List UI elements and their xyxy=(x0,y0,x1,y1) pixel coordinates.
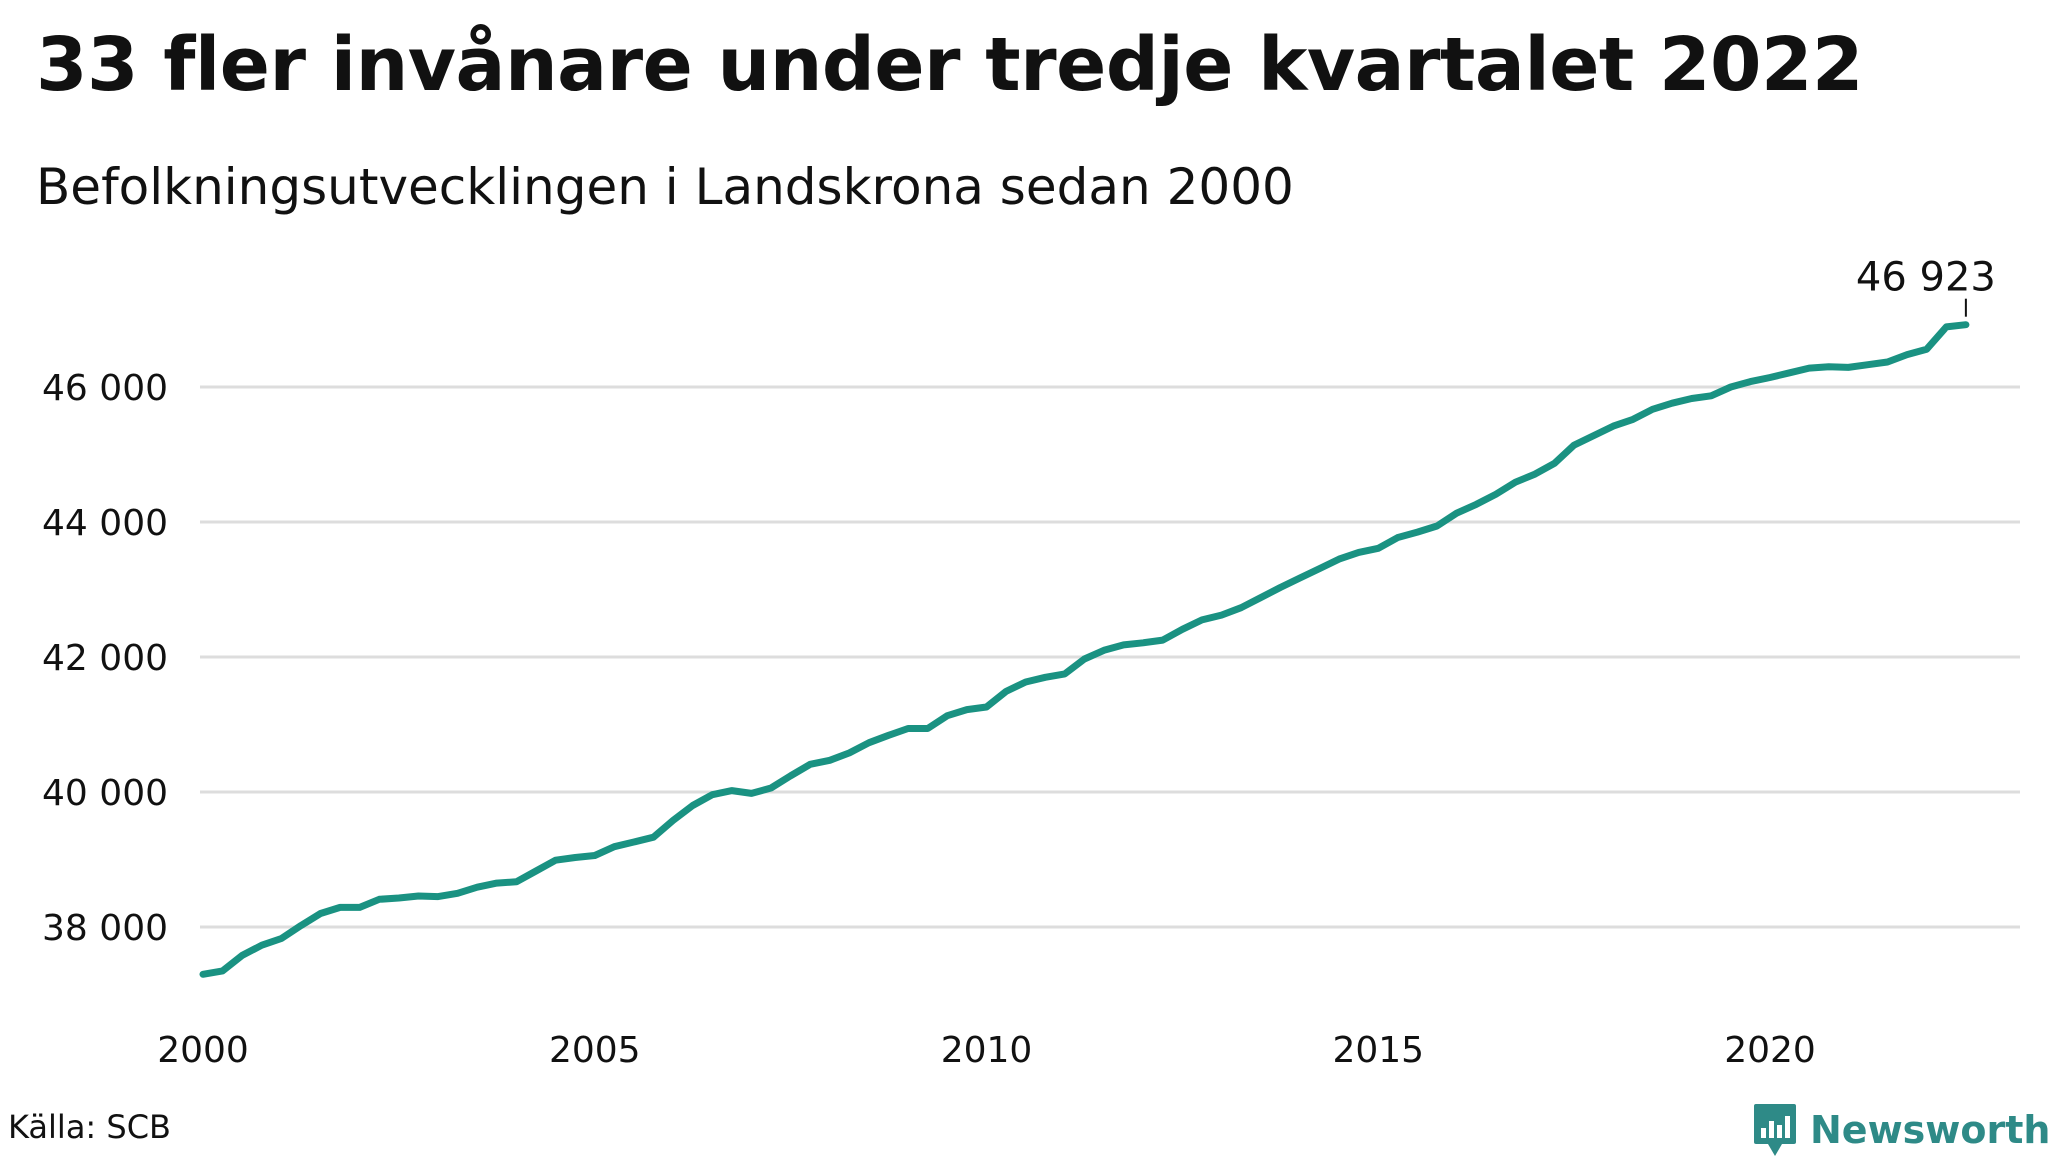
gridlines xyxy=(200,385,2020,929)
x-tick-label: 2015 xyxy=(1332,1030,1424,1071)
x-tick-label: 2000 xyxy=(157,1030,249,1071)
y-tick-label: 40 000 xyxy=(42,773,168,814)
y-tick-label: 44 000 xyxy=(42,503,168,544)
x-tick-label: 2005 xyxy=(549,1030,641,1071)
y-tick-label: 38 000 xyxy=(42,908,168,949)
x-tick-label: 2020 xyxy=(1724,1030,1816,1071)
x-tick-label: 2010 xyxy=(941,1030,1033,1071)
series-line xyxy=(199,321,1970,978)
end-value-label: 46 923 xyxy=(1856,255,1996,301)
brand-logo: Newsworthy xyxy=(1752,1098,2048,1162)
source-note: Källa: SCB xyxy=(8,1108,171,1146)
newsworthy-logo-icon xyxy=(1754,1104,1796,1156)
x-axis-tick-labels: 2000 2005 2010 2015 2020 xyxy=(157,1030,1816,1071)
y-tick-label: 42 000 xyxy=(42,638,168,679)
chart-subtitle: Befolkningsutvecklingen i Landskrona sed… xyxy=(36,158,1294,216)
y-axis-tick-labels: 38 000 40 000 42 000 44 000 46 000 xyxy=(42,368,168,949)
brand-name: Newsworthy xyxy=(1810,1108,2048,1152)
chart-title: 33 fler invånare under tredje kvartalet … xyxy=(36,22,1864,108)
y-tick-label: 46 000 xyxy=(42,368,168,409)
